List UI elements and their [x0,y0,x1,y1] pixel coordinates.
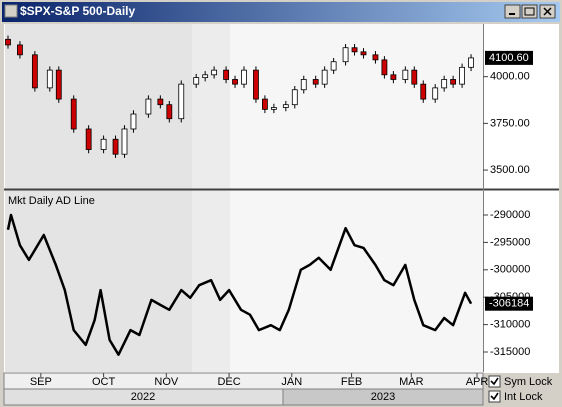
y-tick-label: 4000.00 [490,71,530,83]
candle-body [459,66,465,85]
last-value-label: 4100.60 [489,52,529,64]
candle-body [330,61,337,71]
candle-body [100,138,107,150]
candle-body [166,104,173,120]
candle-body [130,113,137,130]
maximize-glyph [524,7,535,16]
candle-body [145,98,152,115]
candle-body [70,98,77,130]
candle-body [211,69,218,76]
check-glyph [490,377,499,386]
candle-body [241,69,247,85]
candle-body [5,38,11,46]
candle-body [321,69,328,85]
year-label: 2023 [371,391,395,403]
controls: Sym Lock Int Lock [488,375,553,403]
y-tick-label: 3500.00 [490,164,530,176]
candle-body [85,128,92,150]
candle-body [112,138,119,155]
candle-body [55,69,62,100]
candle-body [223,69,229,80]
candle-body [178,83,185,120]
window-title: $SPX-S&P 500-Daily [20,4,135,18]
candle-body [468,57,474,68]
candle-body [351,47,358,53]
candle-body [420,83,427,100]
x-tick-label: DEC [217,376,240,388]
panel-title: Mkt Daily AD Line [8,195,95,207]
candle-body [402,69,409,80]
candle-body [46,69,53,89]
ad-line [6,213,473,356]
checkbox-label: Int Lock [504,391,543,403]
y-tick-label: -315000 [490,346,530,358]
candle-body [202,74,209,79]
candle-body [381,59,388,76]
candle-body [121,128,128,155]
last-value-label: -306184 [489,298,529,310]
x-tick-label: OCT [92,376,116,388]
x-tick-label: FEB [341,376,362,388]
title-bar [2,2,560,22]
x-tick-label: APR [466,376,489,388]
y-tick-label: 3750.00 [490,117,530,129]
candle-body [342,47,349,63]
candle-body [291,89,298,106]
candle-body [372,54,379,61]
candle-body [157,98,164,106]
panel-backgrounds [3,24,559,406]
minimize-button[interactable] [504,4,521,19]
candle-body [300,79,307,91]
y-tick-label: -290000 [490,209,530,221]
maximize-button[interactable] [521,4,538,19]
candle-body [450,79,457,85]
candle-body [411,69,418,85]
year-band [282,388,484,406]
checkbox[interactable] [488,375,501,388]
candle-body [282,104,289,108]
candle-body [232,79,238,85]
window-icon [4,4,18,18]
check-glyph [490,392,499,401]
y-tick-label: -295000 [490,236,530,248]
month-band [230,24,483,372]
y-tick-label: -310000 [490,319,530,331]
x-tick-label: MAR [399,376,424,388]
candle-body [390,74,397,80]
candle-body [17,44,23,56]
candle-body [31,54,38,89]
window-buttons [504,4,556,19]
y-tick-label: -300000 [490,264,530,276]
candle-body [270,107,277,110]
x-tick-label: NOV [154,376,179,388]
checkbox[interactable] [488,390,501,403]
x-tick-label: SEP [30,376,52,388]
last-value-box [485,50,533,65]
candle-body [312,79,319,85]
candle-body [253,69,259,100]
candle-body [360,51,367,56]
candle-body [432,87,439,100]
close-glyph [543,7,552,16]
candle-body [441,79,448,89]
candle-body [193,77,200,85]
checkbox-label: Sym Lock [504,376,553,388]
candle-body [262,98,268,110]
x-tick-label: JAN [281,376,302,388]
year-label: 2022 [131,391,155,403]
last-value-box [485,296,533,311]
